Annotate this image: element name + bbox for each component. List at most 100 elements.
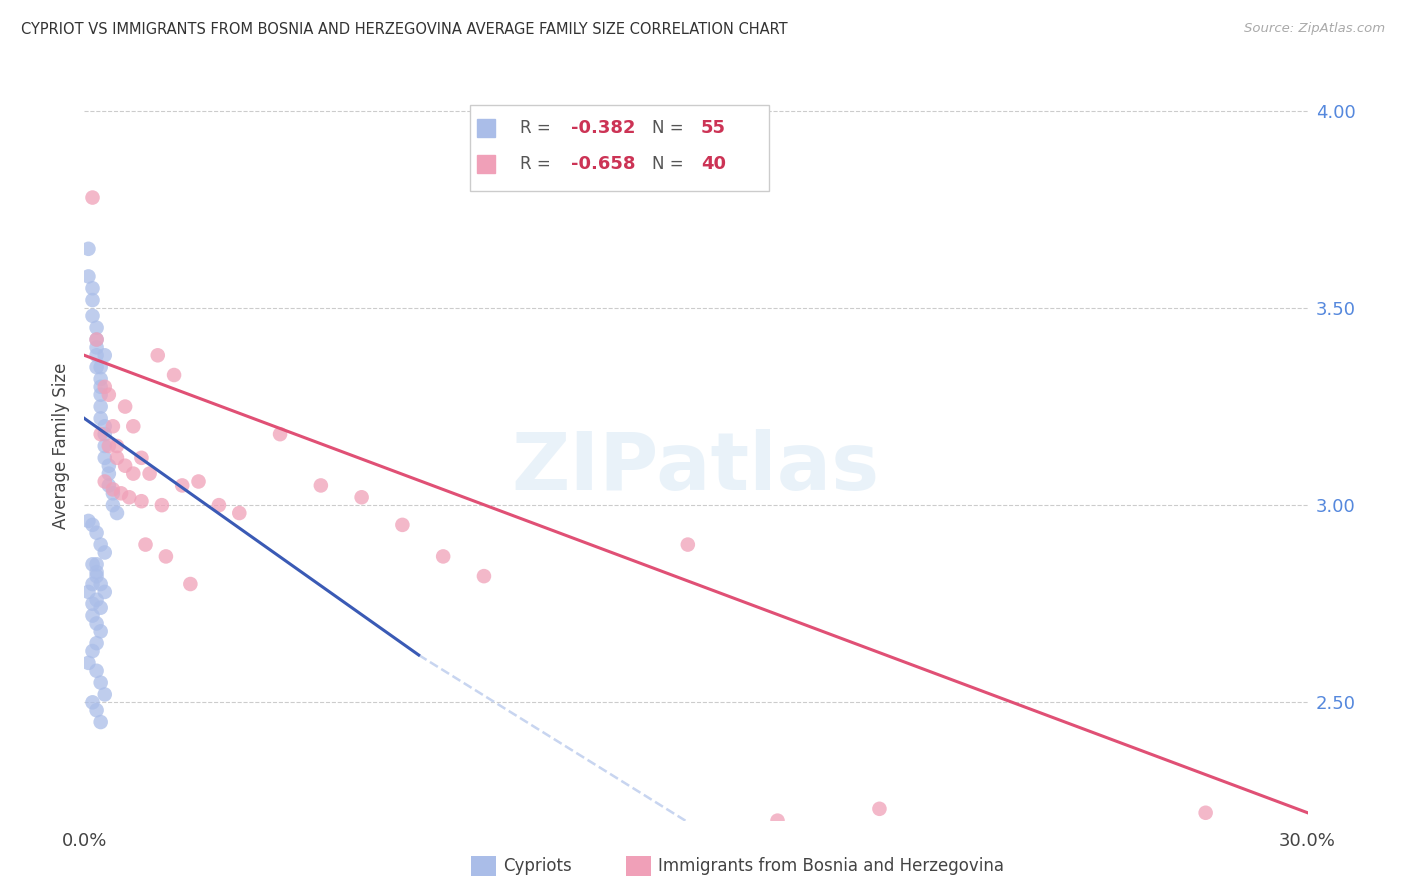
Point [97,458,120,473]
Point [86,320,108,334]
Point [105,506,128,520]
Point [93,545,115,559]
Point [131,450,153,465]
Point [155,549,177,564]
Point [86,348,108,362]
Point [97,388,120,402]
Point [110,486,132,500]
Point [86,569,108,583]
Point [90,624,112,639]
Point [82,558,104,572]
Point [82,281,104,295]
Point [86,636,108,650]
Point [90,714,112,729]
Text: 55: 55 [700,119,725,136]
Point [208,498,231,512]
Point [97,439,120,453]
Point [432,549,454,564]
Point [90,675,112,690]
Point [90,411,112,425]
Text: N =: N = [652,154,689,172]
Point [93,585,115,599]
Point [228,506,250,520]
Point [101,486,124,500]
Point [77,514,100,528]
Point [150,498,173,512]
Point [105,439,128,453]
Point [101,498,124,512]
Point [90,538,112,552]
Point [86,616,108,631]
Point [146,348,169,362]
Point [77,585,100,599]
Point [86,333,108,347]
Point [118,490,141,504]
Point [77,656,100,670]
Point [676,538,699,552]
Y-axis label: Average Family Size: Average Family Size [52,363,70,529]
Point [135,538,157,552]
Point [82,608,104,623]
Point [86,333,108,347]
Text: N =: N = [652,119,689,136]
Text: R =: R = [520,154,555,172]
Point [869,802,891,816]
Point [187,475,209,489]
Point [86,565,108,579]
Point [86,664,108,678]
Point [90,388,112,402]
Point [122,467,145,481]
Text: -0.658: -0.658 [571,154,636,172]
Point [172,478,194,492]
Point [86,360,108,375]
Point [93,475,115,489]
Point [86,703,108,717]
Point [82,597,104,611]
Point [90,400,112,414]
Point [90,600,112,615]
Point [472,569,495,583]
Point [82,644,104,658]
Text: ZIPatlas: ZIPatlas [512,429,880,508]
Point [90,380,112,394]
Point [86,558,108,572]
Point [163,368,186,382]
Point [82,695,104,709]
Point [391,517,413,532]
Point [90,372,112,386]
Point [93,688,115,702]
Point [82,293,104,307]
Point [86,340,108,354]
Point [350,490,373,504]
Text: Immigrants from Bosnia and Herzegovina: Immigrants from Bosnia and Herzegovina [658,857,1004,875]
Point [97,467,120,481]
Point [122,419,145,434]
Point [269,427,291,442]
Point [138,467,160,481]
Point [309,478,332,492]
Text: R =: R = [520,119,555,136]
Point [97,478,120,492]
Point [114,400,136,414]
Point [86,525,108,540]
Point [77,269,100,284]
Point [114,458,136,473]
Point [77,242,100,256]
Text: Cypriots: Cypriots [503,857,572,875]
Point [90,360,112,375]
Point [101,419,124,434]
Text: -0.382: -0.382 [571,119,636,136]
Text: 40: 40 [700,154,725,172]
Point [93,439,115,453]
Point [82,190,104,204]
Text: CYPRIOT VS IMMIGRANTS FROM BOSNIA AND HERZEGOVINA AVERAGE FAMILY SIZE CORRELATIO: CYPRIOT VS IMMIGRANTS FROM BOSNIA AND HE… [21,22,787,37]
Point [93,427,115,442]
Point [90,427,112,442]
Point [93,380,115,394]
Point [93,419,115,434]
Point [82,309,104,323]
Point [1195,805,1218,820]
Point [101,483,124,497]
Text: Source: ZipAtlas.com: Source: ZipAtlas.com [1244,22,1385,36]
Point [131,494,153,508]
